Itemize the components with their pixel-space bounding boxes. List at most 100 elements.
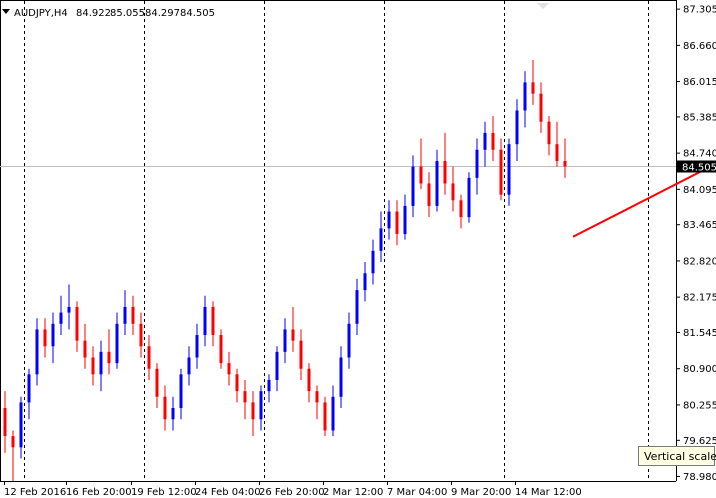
- candle-body-4: [35, 329, 39, 375]
- candle-body-25: [203, 306, 207, 336]
- candle-body-49: [395, 211, 399, 234]
- candle-body-16: [131, 306, 135, 324]
- candle-body-38: [307, 368, 311, 392]
- candle-body-52: [419, 166, 423, 184]
- candle-body-32: [259, 391, 263, 420]
- x-tick-label-5: 2 Mar 12:00: [323, 487, 383, 498]
- x-tick-label-2: 19 Feb 12:00: [131, 487, 197, 498]
- y-tick-label-11: 80.255: [683, 400, 716, 411]
- y-tick-label-9: 81.545: [683, 328, 716, 339]
- candle-body-27: [219, 335, 223, 364]
- candle-body-64: [515, 110, 519, 145]
- candle-body-66: [531, 82, 535, 94]
- candle-body-14: [115, 323, 119, 364]
- x-tick-label-4: 26 Feb 20:00: [259, 487, 325, 498]
- tooltip-text: Vertical scale: [644, 450, 716, 463]
- candle-body-2: [19, 402, 23, 448]
- y-tick-label-3: 85.385: [683, 112, 716, 123]
- candle-body-33: [267, 379, 271, 392]
- y-tick-label-1: 86.660: [683, 41, 716, 52]
- candle-body-61: [491, 132, 495, 150]
- candle-body-5: [43, 329, 47, 347]
- y-tick-label-12: 79.625: [683, 436, 716, 447]
- y-tick-label-13: 78.980: [683, 472, 716, 483]
- candle-body-19: [155, 368, 159, 397]
- x-tick-label-6: 7 Mar 04:00: [387, 487, 447, 498]
- candle-body-22: [179, 374, 183, 409]
- candles: [3, 59, 567, 481]
- candle-body-45: [363, 273, 367, 291]
- candle-body-29: [235, 374, 239, 392]
- candle-body-8: [67, 306, 71, 313]
- candle-body-9: [75, 306, 79, 341]
- y-tick-label-7: 82.820: [683, 256, 716, 267]
- candle-body-1: [11, 436, 15, 448]
- candle-body-62: [499, 149, 503, 195]
- candle-body-68: [547, 121, 551, 145]
- tooltip-box: [638, 446, 715, 466]
- candle-body-26: [211, 306, 215, 336]
- candle-body-56: [451, 183, 455, 201]
- candle-body-46: [371, 250, 375, 274]
- candle-body-18: [147, 346, 151, 369]
- header-open: 84.922: [76, 8, 111, 19]
- candle-body-11: [91, 357, 95, 375]
- y-tick-label-4: 84.740: [683, 149, 716, 160]
- x-tick-label-8: 14 Mar 12:00: [515, 487, 582, 498]
- candle-body-57: [459, 200, 463, 218]
- price-axis[interactable]: 87.305 86.660 86.015 85.385 84.740 84.095 83.4…: [676, 5, 716, 483]
- candle-body-60: [483, 132, 487, 150]
- candle-body-59: [475, 149, 479, 178]
- current-price-label: 84.505: [682, 163, 716, 174]
- candle-body-55: [443, 161, 447, 184]
- candle-body-28: [227, 363, 231, 375]
- x-tick-label-1: 16 Feb 20:00: [66, 487, 132, 498]
- trade-panel-arrow-icon[interactable]: [537, 3, 549, 9]
- header-close: 84.505: [180, 8, 215, 19]
- candle-body-34: [275, 351, 279, 380]
- candle-body-58: [467, 177, 471, 218]
- candle-body-17: [139, 323, 143, 347]
- y-tick-label-6: 83.465: [683, 220, 716, 231]
- vertical-grid: [24, 1, 649, 481]
- y-tick-label-5: 84.095: [683, 185, 716, 196]
- y-tick-label-10: 80.900: [683, 364, 716, 375]
- x-tick-label-0: 12 Feb 2016: [4, 487, 66, 498]
- candle-body-39: [315, 391, 319, 403]
- candle-body-36: [291, 329, 295, 341]
- candle-body-40: [323, 402, 327, 431]
- trendline[interactable]: [572, 147, 716, 238]
- candle-body-31: [251, 402, 255, 420]
- candle-body-6: [51, 323, 55, 347]
- candle-body-65: [523, 82, 527, 111]
- candle-body-44: [355, 290, 359, 324]
- candle-body-13: [107, 351, 111, 364]
- candle-body-47: [379, 228, 383, 251]
- candle-body-12: [99, 351, 103, 375]
- candle-body-53: [427, 183, 431, 206]
- candle-body-54: [435, 161, 439, 206]
- candle-body-43: [347, 323, 351, 358]
- header-low: 84.297: [145, 8, 180, 19]
- candle-body-21: [171, 408, 175, 420]
- candle-body-23: [187, 357, 191, 375]
- candle-body-63: [507, 144, 511, 195]
- candle-body-37: [299, 340, 303, 369]
- header-high: 85.055: [110, 8, 145, 19]
- candle-body-15: [123, 306, 127, 324]
- candle-body-69: [555, 144, 559, 161]
- candle-body-70: [563, 161, 567, 167]
- header-symbol: AUDJPY,H4: [14, 8, 68, 19]
- y-tick-label-8: 82.175: [683, 293, 716, 304]
- chart-menu-arrow-icon[interactable]: [2, 9, 10, 14]
- candle-body-48: [387, 211, 391, 229]
- candle-body-35: [283, 329, 287, 352]
- candle-body-51: [411, 166, 415, 206]
- candle-body-42: [339, 357, 343, 397]
- candle-body-10: [83, 340, 87, 358]
- y-tick-label-2: 86.015: [683, 77, 716, 88]
- candle-body-24: [195, 335, 199, 358]
- current-price-tag: [677, 160, 716, 173]
